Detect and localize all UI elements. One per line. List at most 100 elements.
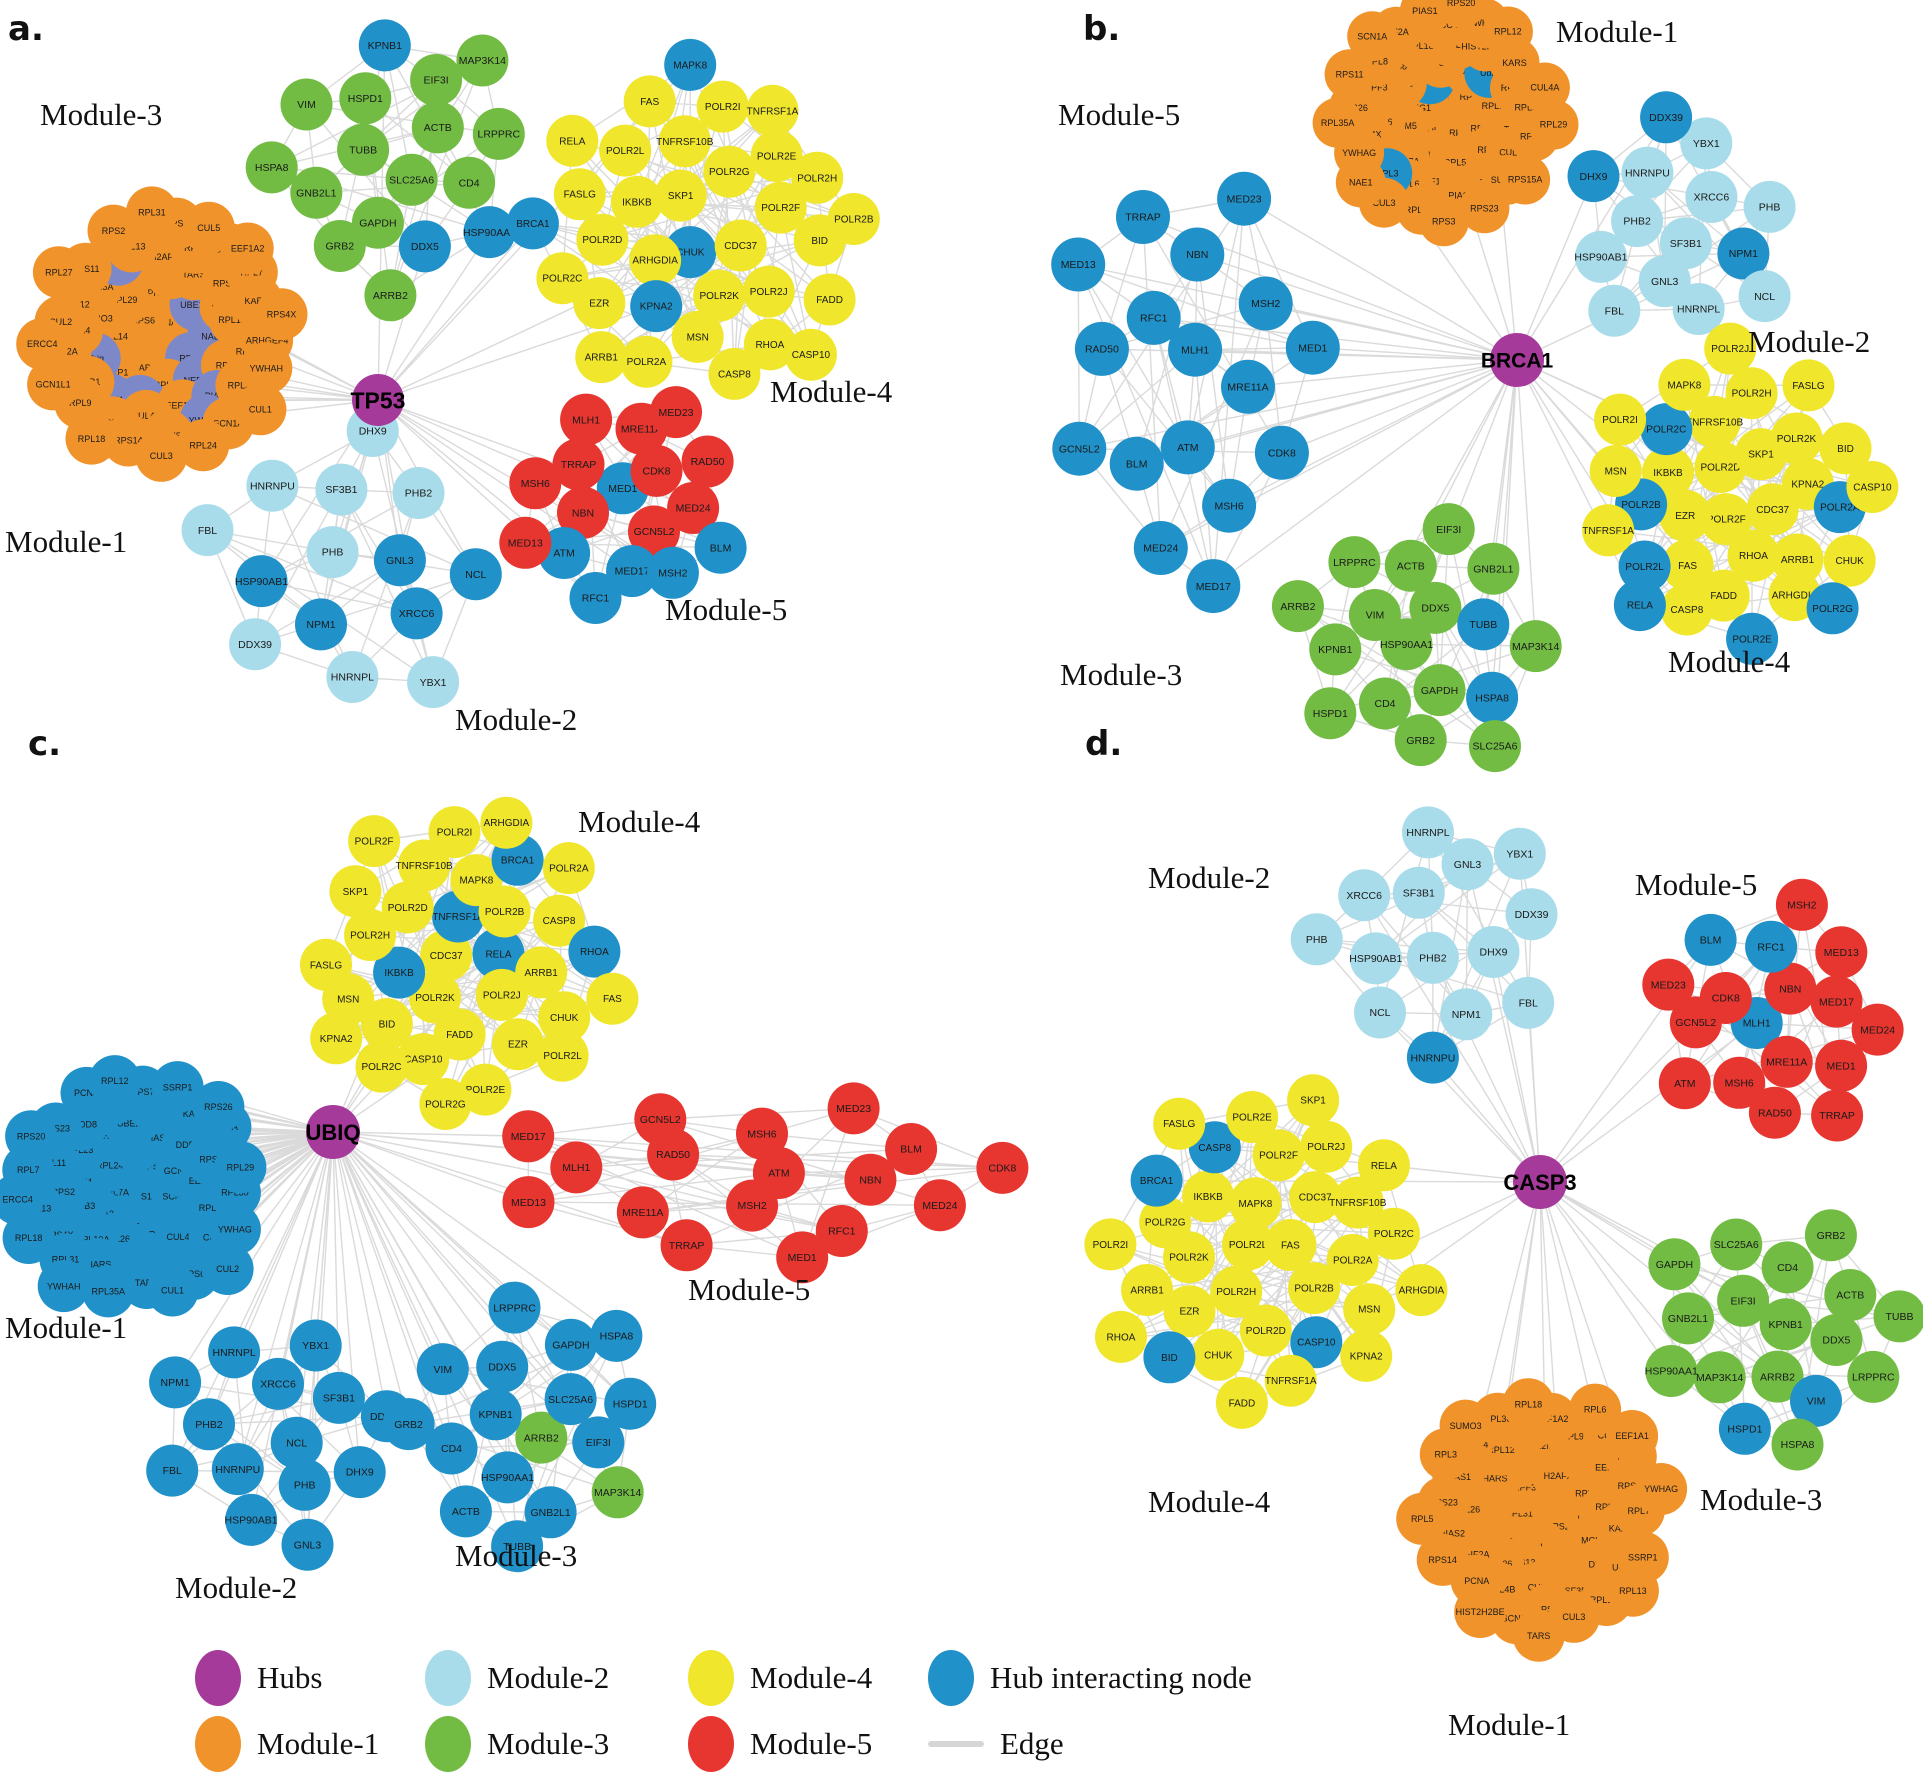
gene-label-TNFRSF1A: TNFRSF1A (1582, 526, 1634, 537)
gene-node-POLR2C (1640, 403, 1693, 456)
gene-node-BLM (1109, 436, 1164, 491)
gene-label-UBE2I: UBE2I (117, 1119, 143, 1129)
gene-node-HSP90AA1 (1645, 1345, 1698, 1397)
gene-label-MED23: MED23 (1227, 193, 1262, 205)
legend-swatch-m3 (425, 1716, 471, 1772)
gene-label-CD4: CD4 (1374, 698, 1395, 710)
gene-node-MED23 (827, 1082, 880, 1135)
gene-label-RPL6: RPL6 (1584, 1405, 1607, 1415)
module-label-module-1: Module-1 (1556, 14, 1678, 49)
gene-node-RPS23 (1459, 183, 1510, 234)
gene-node-POLR2C (1367, 1207, 1420, 1260)
gene-node-CASP10 (1290, 1316, 1343, 1369)
gene-label-RPL3: RPL3 (1376, 168, 1399, 178)
hub-spokes (171, 1131, 388, 1545)
gene-label-MED24: MED24 (676, 503, 711, 515)
gene-node-RELA (1613, 579, 1666, 632)
gene-node-CD4 (1761, 1241, 1814, 1294)
gene-node-RPL12 (1482, 6, 1533, 57)
gene-node-EIF3I (1717, 1274, 1770, 1327)
gene-label-POLR2A: POLR2A (1333, 1256, 1373, 1267)
gene-label-RPL31: RPL31 (52, 1255, 80, 1265)
gene-label-HSPA8: HSPA8 (1781, 1439, 1815, 1451)
gene-node-MSH2 (1238, 276, 1293, 331)
cluster-module-5: MED1 GCN5L2 NBN CDK8 MED17 TRRAP MED24 ATM MRE11… (499, 386, 747, 624)
gene-label-ACTB: ACTB (452, 1506, 480, 1518)
gene-node-MED13 (502, 1176, 555, 1229)
gene-node-LRPPRC (488, 1281, 541, 1334)
gene-label-XRCC6: XRCC6 (1346, 890, 1382, 902)
panel-c: CDC37 RELA POLR2K TNFRSF1A POLR2J IKBKB POLR2B… (0, 724, 1029, 1605)
gene-label-RAD50: RAD50 (656, 1149, 690, 1161)
gene-label-GAPDH: GAPDH (1656, 1259, 1693, 1271)
gene-node-FBL (1588, 284, 1641, 337)
gene-label-POLR2I: POLR2I (705, 102, 741, 113)
gene-label-MED13: MED13 (1824, 947, 1859, 959)
nodes: PHB2 SF3B1 DHX9 HSP90AB1 GNL3 NPM1 XRCC6 DDX39 N… (1084, 806, 1923, 1662)
gene-node-MED1 (776, 1231, 829, 1284)
gene-label-HNRNPU: HNRNPU (215, 1464, 260, 1476)
gene-label-SCN1A: SCN1A (1357, 32, 1387, 42)
gene-node-POLR2J (1704, 322, 1757, 375)
gene-label-POLR2E: POLR2E (1232, 1113, 1272, 1124)
gene-label-TRRAP: TRRAP (1125, 212, 1161, 224)
gene-label-FAS: FAS (640, 97, 659, 108)
gene-label-RPL30: RPL30 (221, 1188, 249, 1198)
gene-label-EIF3I: EIF3I (424, 75, 449, 87)
gene-label-GNB2L1: GNB2L1 (1668, 1313, 1708, 1325)
gene-node-MED24 (667, 482, 720, 534)
gene-label-HNRNPL: HNRNPL (331, 672, 374, 684)
gene-label-PHB2: PHB2 (1623, 216, 1651, 228)
gene-label-POLR2H: POLR2H (1732, 389, 1772, 400)
gene-label-POLR2H: POLR2H (797, 173, 837, 184)
gene-node-MED24 (913, 1179, 966, 1232)
legend-label: Module-3 (487, 1726, 610, 1761)
gene-label-BID: BID (379, 1020, 396, 1031)
gene-node-RFC1 (569, 572, 622, 624)
gene-label-TARS: TARS (1527, 1631, 1550, 1641)
gene-node-FASLG (300, 938, 352, 991)
gene-node-RPL24 (177, 419, 230, 472)
gene-label-RPL12: RPL12 (101, 1076, 129, 1086)
gene-label-MSH6: MSH6 (747, 1128, 776, 1140)
panel-a: SLC25A6 TUBB ACTB GAPDH HSPD1 CD4 GNB2L1 EIF3I D… (5, 9, 893, 737)
gene-label-XRCC6: XRCC6 (1694, 192, 1730, 204)
gene-node-POLR2I (1594, 393, 1647, 446)
gene-label-ERCC4: ERCC4 (27, 339, 58, 349)
gene-label-CUL3: CUL3 (150, 451, 173, 461)
gene-node-FASLG (553, 168, 606, 221)
gene-label-GCN5L2: GCN5L2 (634, 526, 675, 538)
gene-node-CDK8 (630, 444, 683, 497)
gene-node-MSH2 (726, 1179, 779, 1232)
gene-label-IKBKB: IKBKB (1193, 1192, 1223, 1203)
gene-node-CASP8 (533, 894, 585, 947)
gene-label-RPL12: RPL12 (1487, 1445, 1515, 1455)
gene-label-RPL7: RPL7 (17, 1165, 40, 1175)
gene-label-DDX39: DDX39 (1515, 909, 1549, 921)
legend-item-module-4: Module-4 (688, 1650, 872, 1706)
gene-label-TNFRSF10B: TNFRSF10B (1329, 1198, 1387, 1209)
gene-label-MED1: MED1 (1298, 342, 1327, 354)
gene-node-MED24 (1851, 1003, 1904, 1056)
gene-label-RPL30: RPL30 (1484, 1414, 1512, 1424)
gene-node-RPL35A (1312, 97, 1363, 148)
gene-label-BLM: BLM (710, 542, 732, 554)
nodes: SLC25A6 TUBB ACTB GAPDH HSPD1 CD4 GNB2L1 EIF3I D… (16, 19, 880, 709)
gene-label-KPNA2: KPNA2 (1350, 1351, 1383, 1362)
gene-label-RFC1: RFC1 (828, 1226, 856, 1238)
gene-label-BLM: BLM (1700, 935, 1722, 947)
gene-label-YWHAH: YWHAH (250, 363, 284, 373)
gene-label-BLM: BLM (1126, 458, 1148, 470)
gene-label-HSP90AB1: HSP90AB1 (1574, 252, 1627, 264)
gene-label-ARHGDIA: ARHGDIA (1772, 591, 1818, 602)
gene-node-GCN5L2 (1052, 421, 1107, 476)
panel-d: PHB2 SF3B1 DHX9 HSP90AB1 GNL3 NPM1 XRCC6 DDX39 N… (1084, 724, 1923, 1742)
gene-label-HNRNPU: HNRNPU (1410, 1052, 1455, 1064)
gene-node-POLR2H (1210, 1265, 1263, 1318)
gene-node-POLR2J (742, 265, 795, 318)
gene-node-HSPD1 (1718, 1402, 1771, 1455)
gene-label-POLR2K: POLR2K (699, 291, 739, 302)
gene-label-POLR2B: POLR2B (1621, 500, 1661, 511)
gene-label-HNRNPU: HNRNPU (1625, 167, 1670, 179)
gene-node-SF3B1 (1659, 217, 1712, 270)
